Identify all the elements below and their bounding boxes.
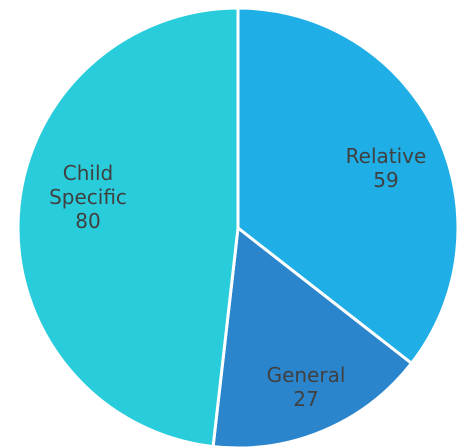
slice-label-relative: Relative 59 (346, 144, 427, 192)
pie-labels: Relative 59 General 27 Child Specific 80 (49, 144, 426, 411)
slice-value: 80 (75, 209, 100, 233)
pie-slice-general (211, 225, 414, 447)
pie-slice-relative (236, 6, 460, 366)
slice-category: Child (63, 161, 113, 185)
slice-label-general: General 27 (267, 363, 346, 411)
pie-slices (16, 6, 460, 447)
pie-slice-child-specific (16, 6, 240, 447)
slice-category: General (267, 363, 346, 387)
slice-value: 59 (373, 168, 398, 192)
slice-label-child-specific: Child Specific 80 (49, 161, 127, 233)
slice-category: Relative (346, 144, 427, 168)
slice-category: Specific (49, 185, 127, 209)
slice-value: 27 (293, 387, 318, 411)
